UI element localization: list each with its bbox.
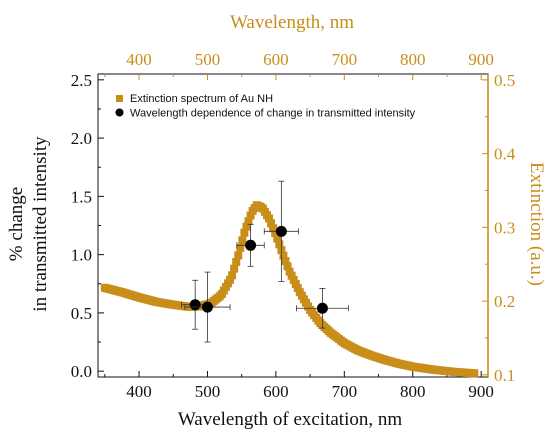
- extinction-point: [287, 271, 296, 280]
- left-tick-label-0: 0.0: [71, 362, 92, 381]
- extinction-point: [242, 222, 251, 231]
- right-tick-label-0.3: 0.3: [494, 218, 515, 237]
- extinction-point: [293, 284, 302, 293]
- top-x-axis: 400 500 600 700 800 900: [104, 50, 494, 80]
- right-tick-label-0.2: 0.2: [494, 292, 515, 311]
- bottom-tick-label-600: 600: [263, 382, 289, 401]
- extinction-series: [100, 201, 479, 378]
- left-axis-title-line2: in transmitted intensity: [30, 136, 51, 312]
- left-axis-title-line1: % change: [6, 187, 27, 261]
- data-point-marker: [201, 301, 213, 313]
- extinction-point: [470, 369, 479, 378]
- extinction-point: [269, 224, 278, 233]
- top-axis-title: Wavelength, nm: [230, 12, 354, 33]
- right-tick-label-0.1: 0.1: [494, 366, 515, 385]
- right-y-axis: 0.1 0.2 0.3 0.4 0.5: [482, 71, 516, 385]
- bottom-tick-label-700: 700: [332, 382, 358, 401]
- right-axis-title: Extinction (a.u.): [526, 162, 545, 286]
- data-point-marker: [245, 239, 257, 251]
- data-point-marker: [275, 225, 287, 237]
- extinction-point: [226, 275, 235, 284]
- extinction-point: [289, 275, 298, 284]
- extinction-point: [228, 271, 237, 280]
- bottom-tick-label-500: 500: [195, 382, 221, 401]
- top-tick-label-700: 700: [332, 50, 358, 69]
- top-tick-label-900: 900: [468, 50, 494, 69]
- left-tick-label-0.5: 0.5: [71, 304, 92, 323]
- extinction-point: [283, 262, 292, 271]
- extinction-point: [271, 229, 280, 238]
- data-point-marker: [189, 299, 201, 311]
- left-tick-label-1.5: 1.5: [71, 187, 92, 206]
- left-tick-label-1: 1.0: [71, 246, 92, 265]
- extinction-point: [267, 219, 276, 228]
- extinction-point: [246, 211, 255, 220]
- extinction-point: [234, 251, 243, 260]
- bottom-axis-title: Wavelength of excitation, nm: [178, 409, 403, 430]
- extinction-point: [238, 236, 247, 245]
- legend-label-points: Wavelength dependence of change in trans…: [130, 108, 416, 120]
- data-point-2: [184, 271, 231, 343]
- legend-marker-points: [115, 108, 124, 117]
- extinction-point: [291, 279, 300, 288]
- bottom-x-axis: 400 500 600 700 800 900: [104, 371, 494, 401]
- extinction-point: [265, 214, 274, 223]
- extinction-point: [244, 217, 253, 226]
- top-tick-label-500: 500: [195, 50, 221, 69]
- bottom-tick-label-400: 400: [126, 382, 152, 401]
- extinction-point: [285, 267, 294, 276]
- legend: Extinction spectrum of Au NH Wavelength …: [115, 93, 416, 120]
- data-point-5: [296, 288, 349, 329]
- data-point-4: [263, 180, 299, 282]
- legend-label-extinction: Extinction spectrum of Au NH: [130, 93, 273, 105]
- data-point-3: [236, 223, 265, 267]
- data-point-marker: [316, 302, 328, 314]
- left-tick-label-2.5: 2.5: [71, 71, 92, 90]
- transmission-series: [181, 180, 349, 343]
- right-tick-label-0.5: 0.5: [494, 71, 515, 90]
- extinction-point: [273, 234, 282, 243]
- extinction-point: [236, 243, 245, 252]
- legend-marker-extinction: [116, 95, 123, 102]
- top-tick-label-400: 400: [126, 50, 152, 69]
- extinction-point: [232, 257, 241, 266]
- left-tick-label-2: 2.0: [71, 129, 92, 148]
- right-tick-label-0.4: 0.4: [494, 145, 516, 164]
- extinction-point: [281, 256, 290, 265]
- bottom-tick-label-900: 900: [468, 382, 494, 401]
- extinction-point: [279, 251, 288, 260]
- extinction-point: [230, 264, 239, 273]
- left-y-axis: 0.0 0.5 1.0 1.5 2.0 2.5: [71, 71, 104, 381]
- top-tick-label-800: 800: [400, 50, 426, 69]
- bottom-tick-label-800: 800: [400, 382, 426, 401]
- top-tick-label-600: 600: [263, 50, 289, 69]
- extinction-point: [240, 228, 249, 237]
- extinction-point: [275, 240, 284, 249]
